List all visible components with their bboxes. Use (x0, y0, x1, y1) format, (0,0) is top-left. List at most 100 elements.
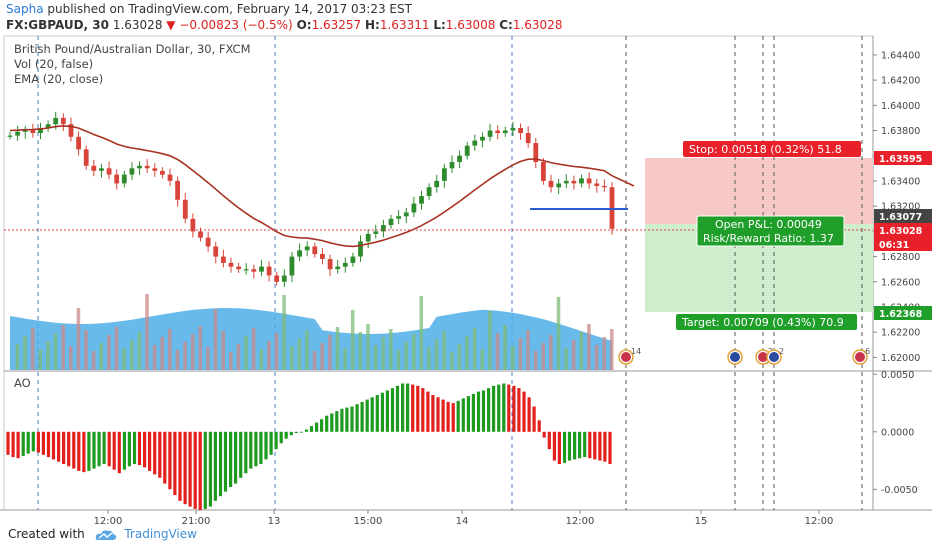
time-tick-label: 15 (695, 516, 708, 527)
ao-bar (67, 431, 71, 467)
time-tick-label: 12:00 (566, 516, 595, 527)
ao-bar (446, 401, 450, 432)
ao-bar (406, 383, 410, 432)
candle (434, 180, 440, 188)
legend-ao[interactable]: AO (14, 376, 31, 390)
au-event-icon-count: 2 (779, 347, 784, 356)
price-tick-label: 1.63400 (881, 176, 920, 187)
ao-bar (370, 397, 374, 432)
legend-volume[interactable]: Vol (20, false) (14, 57, 94, 71)
volume-bar (107, 335, 111, 370)
open-label: O: (296, 18, 312, 32)
candle (259, 266, 264, 272)
ao-bar (183, 431, 187, 505)
ao-bar (11, 431, 15, 458)
candle (396, 216, 401, 219)
uk-event-icon-flag (855, 352, 865, 362)
close-value: 1.63028 (512, 18, 563, 32)
legend-ema[interactable]: EMA (20, close) (14, 72, 104, 86)
volume-bar (457, 344, 462, 370)
ao-bar (6, 431, 10, 455)
ao-bar (583, 431, 587, 458)
ao-bar (259, 431, 263, 464)
ao-bar (153, 431, 157, 475)
candle (22, 130, 28, 132)
ao-bar (72, 431, 76, 469)
candle (533, 143, 539, 162)
price-tick-label: 1.63800 (881, 126, 920, 137)
volume-bar (84, 330, 88, 370)
time-tick-label: 14 (456, 516, 469, 527)
ao-bar (345, 407, 349, 432)
volume-bar (549, 335, 553, 370)
ao-bar (127, 431, 131, 467)
candle (91, 165, 97, 171)
ao-bar (158, 431, 162, 478)
ao-bar (218, 431, 223, 497)
ao-bar (401, 383, 405, 432)
candle (129, 168, 135, 175)
ao-bar (208, 431, 212, 507)
countdown-tag-bg (874, 237, 932, 251)
candle (182, 199, 188, 219)
candle (594, 183, 600, 186)
candle (388, 218, 394, 226)
volume-bar (183, 342, 187, 370)
ao-bar (461, 398, 465, 432)
candle (114, 174, 120, 184)
volume-bar (358, 332, 363, 370)
ao-bar (57, 431, 61, 462)
ao-bar (274, 431, 278, 450)
ao-tick-label: 0.0000 (881, 427, 914, 438)
legend-title: British Pound/Australian Dollar, 30, FXC… (14, 42, 251, 56)
candle (266, 266, 272, 276)
ao-bar (107, 431, 111, 467)
ao-bar (16, 431, 20, 459)
candle (83, 149, 89, 166)
ao-bar (557, 431, 561, 464)
ao-bar (168, 431, 172, 490)
volume-bar (343, 348, 347, 370)
ao-bar (21, 431, 25, 456)
stop-label-bg (683, 141, 861, 157)
volume-bar (99, 343, 103, 370)
volume-bar (389, 329, 393, 370)
volume-bar (114, 327, 119, 370)
ao-bar (395, 385, 400, 432)
ao-bar (223, 431, 228, 492)
candle (167, 174, 173, 181)
ao-bar (269, 431, 273, 455)
ao-bar (132, 431, 137, 464)
ao-bar (567, 431, 572, 461)
ao-bar (294, 431, 298, 433)
ao-bar (441, 399, 445, 432)
candle (236, 266, 241, 270)
candle (297, 250, 302, 257)
candle (358, 241, 363, 257)
ao-bar (31, 431, 35, 452)
ao-bar (122, 431, 126, 470)
ao-bar (178, 431, 182, 501)
ao-bar (492, 385, 496, 432)
high-value: 1.63311 (379, 18, 430, 32)
tradingview-brand[interactable]: TradingView (124, 527, 197, 541)
tradingview-cloud-icon (95, 529, 116, 540)
ao-bar (92, 431, 96, 469)
author-link[interactable]: Sapha (6, 2, 44, 16)
price-tick-label: 1.64400 (881, 50, 920, 61)
candle (579, 178, 584, 184)
volume-bar (594, 345, 599, 370)
ao-bar (234, 431, 238, 484)
ao-bar (148, 431, 152, 471)
ao-bar (289, 431, 293, 436)
ao-bar (244, 431, 248, 474)
countdown-tag: 06:31 (879, 240, 909, 251)
volume-bar (229, 352, 233, 370)
ao-bar (137, 431, 142, 466)
candle (586, 178, 592, 184)
ao-bar (487, 388, 491, 432)
ao-bar (239, 431, 243, 478)
high-label: H: (365, 18, 380, 32)
candle (175, 180, 180, 200)
